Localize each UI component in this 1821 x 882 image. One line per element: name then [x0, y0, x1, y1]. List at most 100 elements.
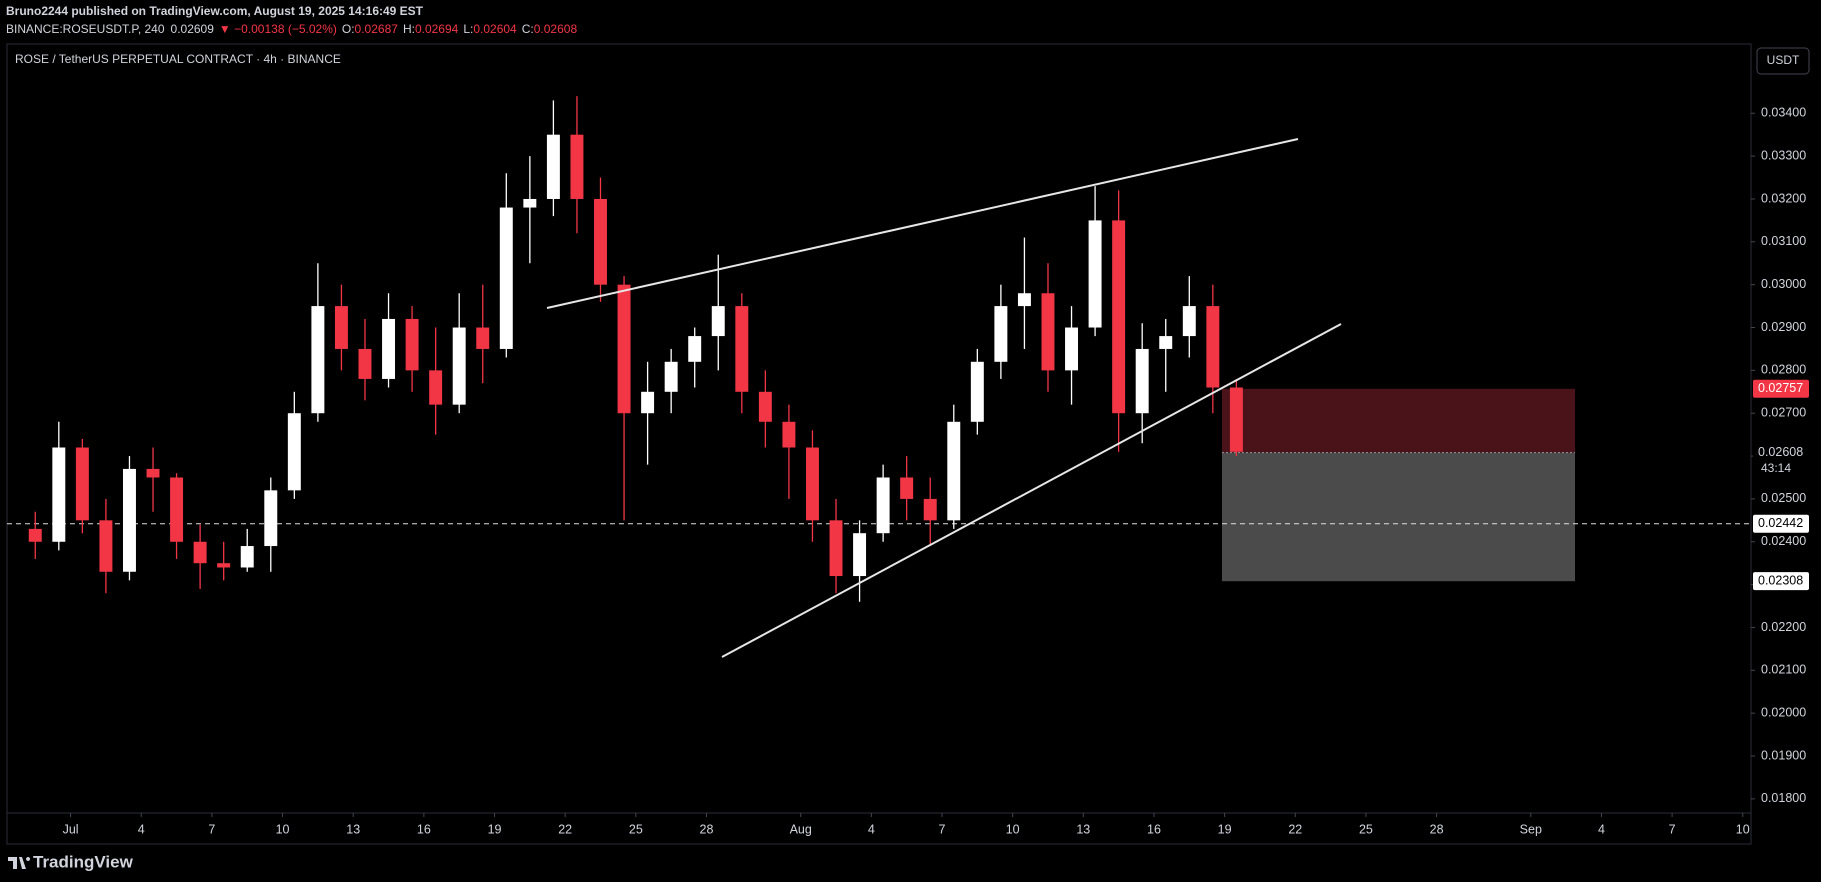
candle-body: [193, 541, 207, 564]
candle-body: [1206, 306, 1220, 388]
candle-body: [240, 546, 254, 568]
candle-body: [452, 327, 466, 405]
candle-body: [1041, 293, 1055, 371]
candle-body: [735, 306, 749, 392]
candle-body: [853, 533, 867, 577]
ohlc-label: O:: [342, 22, 355, 36]
x-tick-label: 28: [1430, 822, 1444, 836]
axes: 0.01800 0.01900 0.02000 0.02100 0.02200 0.023…: [63, 106, 1809, 836]
candle-body: [1088, 220, 1102, 328]
candle-body: [664, 361, 678, 392]
x-tick-label: 10: [276, 822, 290, 836]
candle-body: [546, 134, 560, 199]
candle-body: [1017, 293, 1031, 307]
y-tick-label: 0.01800: [1761, 791, 1806, 805]
x-tick-label: 16: [1147, 822, 1161, 836]
target-zone: [1222, 452, 1575, 582]
candle-body: [900, 477, 914, 499]
x-tick-label: 4: [138, 822, 145, 836]
ohlc-label: H:: [403, 22, 415, 36]
ohlc-value: 0.02687: [355, 22, 399, 36]
ohlc-label: L:: [463, 22, 473, 36]
candle-body: [358, 348, 372, 379]
x-tick-label: 10: [1736, 822, 1750, 836]
y-tick-label: 0.02500: [1761, 491, 1806, 505]
candle-body: [970, 361, 984, 422]
candle-body: [146, 468, 160, 478]
x-tick-label: Jul: [63, 822, 79, 836]
x-tick-label: Aug: [790, 822, 812, 836]
candle-body: [28, 528, 42, 542]
y-tick-label: 0.03300: [1761, 148, 1806, 162]
stop-label: 0.02757: [1758, 381, 1803, 395]
chart-title: ROSE / TetherUS PERPETUAL CONTRACT · 4h …: [15, 52, 341, 66]
candle-body: [711, 306, 725, 337]
candle-body: [1159, 336, 1173, 349]
y-tick-label: 0.03000: [1761, 277, 1806, 291]
y-tick-label: 0.03100: [1761, 234, 1806, 248]
candle-body: [476, 327, 490, 349]
x-tick-label: 13: [1076, 822, 1090, 836]
entry-label: 0.02608: [1758, 445, 1803, 459]
candle-body: [523, 198, 537, 208]
ohlc-value: 0.02604: [473, 22, 517, 36]
currency-button[interactable]: [1756, 47, 1810, 75]
y-tick-label: 0.02700: [1761, 406, 1806, 420]
candle-body: [1135, 348, 1149, 414]
y-tick-label: 0.02800: [1761, 363, 1806, 377]
candle-body: [99, 520, 113, 572]
trendline: [721, 323, 1342, 658]
brand-name: TradingView: [33, 852, 134, 871]
candle-body: [594, 198, 607, 285]
author-line: Bruno2244 published on TradingView.com, …: [6, 4, 424, 18]
y-tick-label: 0.02900: [1761, 320, 1806, 334]
candle-body: [876, 477, 890, 534]
candle-body: [923, 498, 937, 521]
candle-body: [217, 563, 231, 568]
hline-label: 0.02442: [1758, 516, 1803, 530]
logo: [8, 857, 31, 869]
y-tick-label: 0.03400: [1761, 106, 1806, 120]
y-tick-label: 0.02100: [1761, 663, 1806, 677]
candle-body: [122, 468, 136, 572]
candle-body: [382, 318, 396, 379]
last-price: 0.02609: [171, 22, 215, 36]
x-tick-label: 16: [417, 822, 431, 836]
plot: [7, 96, 1751, 602]
target-label: 0.02308: [1758, 573, 1803, 587]
candle-body: [170, 477, 184, 542]
ohlc-value: 0.02694: [415, 22, 459, 36]
currency[interactable]: USDT: [1767, 53, 1800, 67]
x-tick-label: 7: [939, 822, 946, 836]
x-tick-label: 4: [868, 822, 875, 836]
candle-body: [1229, 387, 1243, 452]
x-tick-label: Sep: [1520, 822, 1542, 836]
price-change: ▼ −0.00138 (−5.02%): [219, 22, 337, 36]
x-tick-label: 28: [700, 822, 714, 836]
trendline: [546, 138, 1299, 309]
candle-body: [499, 207, 513, 349]
x-tick-label: 4: [1598, 822, 1605, 836]
target-label-bg: [1753, 572, 1809, 591]
stop-label-bg: [1753, 379, 1809, 398]
candle-body: [1065, 327, 1079, 371]
candle-body: [1182, 306, 1196, 337]
hline-label-bg: [1753, 514, 1809, 533]
candle-body: [617, 284, 631, 414]
candle-body: [782, 421, 796, 448]
candle-body: [1112, 220, 1126, 414]
ohlc-value: 0.02608: [534, 22, 578, 36]
candle-body: [264, 490, 278, 547]
stop-zone: [1222, 388, 1575, 453]
symbol: BINANCE:ROSEUSDT.P, 240: [6, 22, 165, 36]
y-tick-label: 0.02000: [1761, 705, 1806, 719]
ohlc-label: C:: [522, 22, 534, 36]
candle-body: [570, 134, 584, 199]
candle-body: [829, 520, 843, 577]
candle-body: [405, 318, 419, 371]
candle-body: [947, 421, 961, 521]
candle-body: [334, 306, 348, 349]
x-tick-label: 22: [1288, 822, 1302, 836]
